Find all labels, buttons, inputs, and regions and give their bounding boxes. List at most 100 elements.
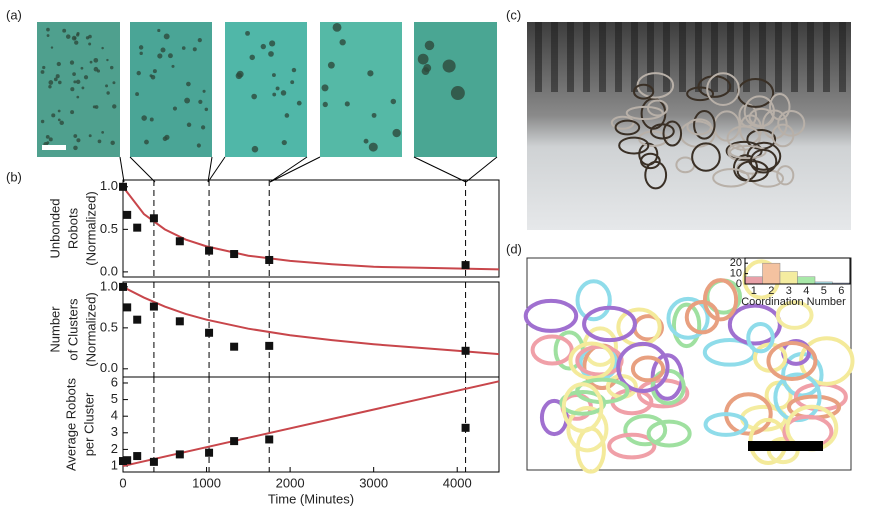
data-point bbox=[149, 302, 158, 311]
robot-dot bbox=[46, 34, 50, 37]
y-tick-label: 0.5 bbox=[100, 319, 118, 334]
robot-dot bbox=[50, 46, 54, 49]
stripe bbox=[679, 22, 686, 92]
robot-dot bbox=[70, 87, 75, 92]
y-axis-title: (Normalized) bbox=[83, 292, 98, 366]
robot-dot bbox=[42, 65, 46, 70]
robot-dot bbox=[55, 74, 60, 79]
x-tick-label: 4000 bbox=[443, 475, 472, 490]
robot-dot bbox=[65, 34, 71, 39]
data-point bbox=[265, 435, 274, 444]
robot-dot bbox=[186, 122, 192, 128]
robot-dot bbox=[97, 139, 102, 144]
robot-dot bbox=[344, 101, 350, 107]
data-point bbox=[133, 223, 142, 232]
gear bbox=[693, 110, 716, 140]
robot-dot bbox=[73, 80, 77, 84]
stripe bbox=[759, 22, 766, 92]
y-tick-label: 0.0 bbox=[100, 360, 118, 375]
stripe bbox=[583, 22, 590, 92]
ring bbox=[616, 341, 670, 393]
data-point bbox=[149, 457, 158, 466]
data-point bbox=[175, 450, 184, 459]
stripe bbox=[743, 22, 750, 92]
data-point bbox=[461, 346, 470, 355]
robot-dot bbox=[57, 109, 61, 113]
data-point bbox=[119, 457, 127, 466]
ring bbox=[630, 355, 666, 383]
y-tick-label: 0.5 bbox=[100, 221, 118, 236]
robot-dot bbox=[296, 100, 302, 106]
data-point bbox=[205, 246, 214, 255]
data-point bbox=[230, 342, 239, 351]
robot-dot bbox=[162, 136, 168, 142]
robot-dot bbox=[51, 113, 56, 118]
y-tick-label: 1.0 bbox=[100, 178, 118, 193]
hist-bar bbox=[779, 271, 798, 285]
hist-bar bbox=[762, 262, 781, 285]
robot-dot bbox=[275, 86, 280, 91]
robot-dot bbox=[269, 40, 276, 47]
robot-dot bbox=[48, 80, 54, 85]
ring bbox=[561, 382, 604, 433]
robot-dot bbox=[171, 64, 175, 68]
robot-dot bbox=[291, 67, 297, 73]
robot-dot bbox=[88, 134, 92, 138]
stripe bbox=[695, 22, 702, 92]
gear bbox=[610, 115, 635, 130]
robot-dot bbox=[417, 53, 429, 65]
robot-dot bbox=[56, 61, 61, 67]
fit-line bbox=[122, 186, 500, 271]
robot-dot bbox=[83, 75, 89, 80]
robot-dot bbox=[268, 51, 274, 57]
micrograph bbox=[225, 22, 307, 157]
robot-dot bbox=[149, 117, 154, 122]
robot-dot bbox=[76, 95, 80, 99]
panel-label: (a) bbox=[6, 7, 22, 22]
robot-dot bbox=[106, 58, 109, 62]
robot-dot bbox=[198, 99, 203, 104]
x-tick-label: 5 bbox=[821, 285, 827, 297]
robot-dot bbox=[172, 106, 178, 111]
micrograph bbox=[37, 22, 120, 157]
robot-dot bbox=[260, 43, 266, 50]
y-tick-label: 0 bbox=[736, 278, 742, 290]
ring bbox=[607, 432, 657, 460]
robot-dot bbox=[101, 131, 105, 134]
gear bbox=[726, 125, 761, 151]
gear bbox=[771, 123, 795, 148]
robot-dot bbox=[92, 105, 96, 109]
ring bbox=[727, 303, 782, 346]
y-tick-label: 6 bbox=[111, 374, 118, 389]
robot-dot bbox=[105, 84, 109, 88]
robot-dot bbox=[450, 86, 465, 101]
robot-dot bbox=[322, 101, 328, 108]
fit-line bbox=[122, 380, 500, 467]
ring bbox=[523, 298, 579, 333]
ring bbox=[766, 341, 818, 382]
gear bbox=[777, 110, 806, 137]
data-point bbox=[265, 255, 274, 264]
robot-dot bbox=[81, 86, 85, 90]
gear bbox=[644, 160, 668, 190]
robot-dot bbox=[290, 80, 295, 85]
robot-dot bbox=[76, 33, 80, 37]
robot-dot bbox=[423, 64, 432, 72]
data-point bbox=[461, 423, 470, 432]
robot-dot bbox=[110, 65, 114, 70]
robot-dot bbox=[152, 69, 157, 74]
data-point bbox=[461, 261, 470, 270]
gear bbox=[706, 72, 740, 107]
fit-line bbox=[122, 286, 500, 356]
robot-dot bbox=[76, 138, 81, 143]
robot-dot bbox=[281, 139, 287, 146]
robot-dot bbox=[236, 70, 244, 78]
plot-frame bbox=[122, 281, 500, 378]
ring bbox=[703, 412, 749, 437]
stripe bbox=[727, 22, 734, 92]
robot-dot bbox=[93, 57, 99, 63]
robot-dot bbox=[332, 22, 342, 32]
robot-dot bbox=[371, 112, 377, 118]
